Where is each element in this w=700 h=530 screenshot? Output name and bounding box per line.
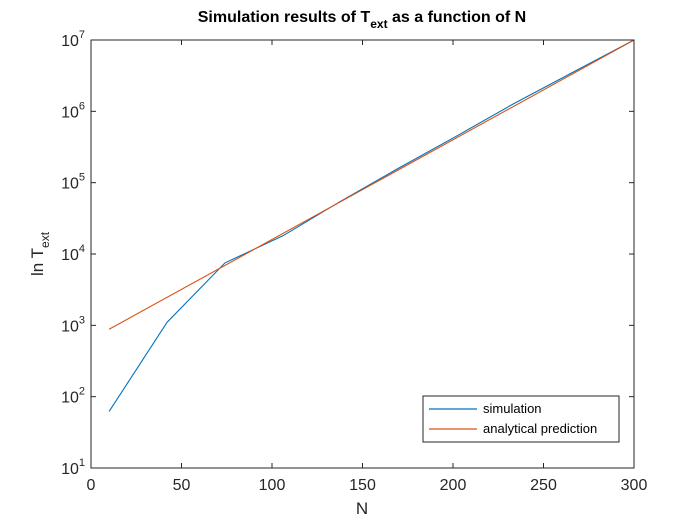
legend-box bbox=[422, 395, 620, 443]
x-tick-label: 150 bbox=[349, 477, 376, 494]
x-tick-label: 100 bbox=[259, 477, 286, 494]
x-tick-label: 250 bbox=[530, 477, 557, 494]
y-tick-label: 106 bbox=[61, 100, 85, 121]
y-tick-label: 101 bbox=[61, 457, 85, 478]
chart-title: Simulation results of Text as a function… bbox=[198, 9, 526, 31]
chart-title-subscript: ext bbox=[370, 17, 387, 31]
chart-title-prefix: Simulation results of T bbox=[198, 9, 371, 26]
series-line-analytical-prediction bbox=[108, 39, 635, 330]
tick-layer: 0 50 100 150 200 250 300 101 102 103 104 105 106 107 bbox=[61, 29, 647, 494]
y-axis-label: ln Text bbox=[28, 231, 52, 276]
x-tick-label: 0 bbox=[87, 477, 96, 494]
y-tick-label: 103 bbox=[61, 314, 85, 335]
legend: simulation analytical prediction bbox=[422, 395, 620, 443]
series-line-simulation bbox=[108, 39, 635, 412]
y-tick-label: 105 bbox=[61, 172, 85, 193]
legend-label-analytical-prediction: analytical prediction bbox=[483, 421, 597, 436]
y-axis-label-subscript: ext bbox=[38, 231, 52, 248]
y-axis-label-base: ln T bbox=[28, 248, 47, 276]
x-tick-label: 200 bbox=[440, 477, 467, 494]
y-tick-label: 102 bbox=[61, 386, 85, 407]
series-layer bbox=[108, 39, 635, 412]
legend-label-simulation: simulation bbox=[483, 401, 542, 416]
y-tick-label: 107 bbox=[61, 29, 85, 50]
chart-title-suffix: as a function of N bbox=[388, 9, 527, 26]
y-tick-label: 104 bbox=[61, 243, 85, 264]
x-tick-label: 300 bbox=[621, 477, 648, 494]
x-tick-label: 50 bbox=[173, 477, 191, 494]
x-axis-label: N bbox=[356, 499, 368, 518]
